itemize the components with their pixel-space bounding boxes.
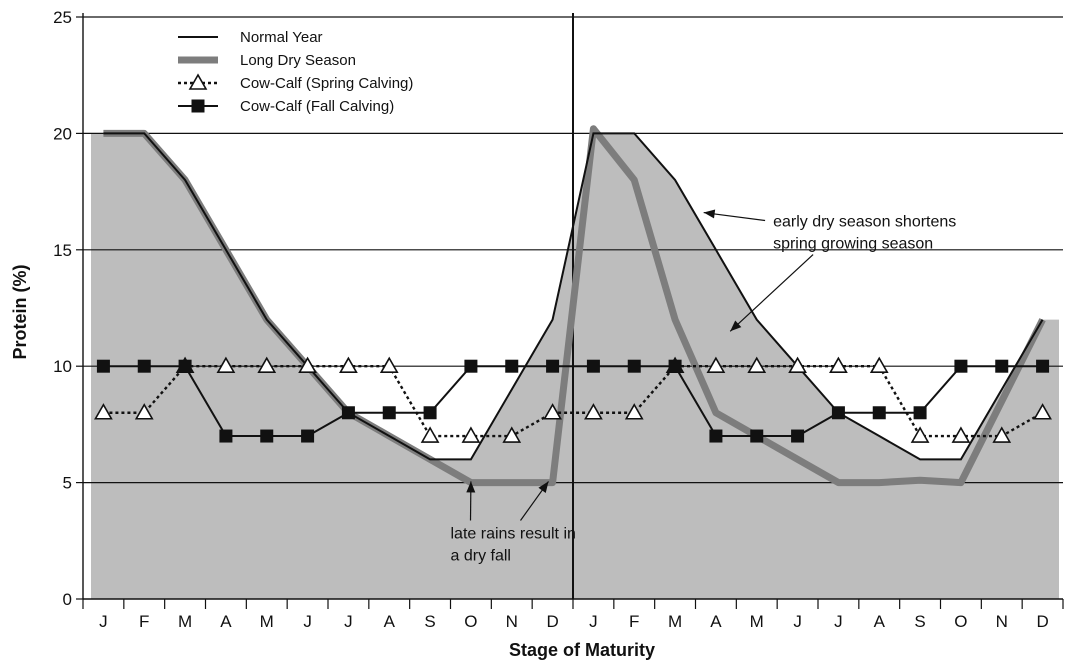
x-tick-label: J bbox=[344, 612, 353, 631]
fall-calving-marker bbox=[914, 406, 927, 419]
fall-calving-marker bbox=[1036, 360, 1049, 373]
annotation-text-line: late rains result in bbox=[451, 525, 576, 542]
x-tick-label: M bbox=[750, 612, 764, 631]
x-tick-label: J bbox=[303, 612, 312, 631]
annotation-arrow-line bbox=[730, 255, 813, 332]
fall-calving-marker bbox=[97, 360, 110, 373]
x-tick-label: D bbox=[1036, 612, 1048, 631]
y-tick-label: 0 bbox=[63, 590, 72, 609]
x-axis-title: Stage of Maturity bbox=[509, 640, 655, 660]
fall-calving-marker bbox=[342, 406, 355, 419]
annotation-arrowhead bbox=[704, 210, 715, 219]
fall-calving-marker bbox=[791, 430, 804, 443]
fall-calving-marker bbox=[464, 360, 477, 373]
fall-calving-marker bbox=[832, 406, 845, 419]
fall-calving-marker bbox=[669, 360, 682, 373]
x-tick-label: O bbox=[954, 612, 967, 631]
x-tick-label: F bbox=[139, 612, 149, 631]
fall-calving-marker bbox=[383, 406, 396, 419]
y-tick-label: 5 bbox=[63, 474, 72, 493]
y-tick-label: 15 bbox=[53, 241, 72, 260]
legend-label: Cow-Calf (Spring Calving) bbox=[240, 75, 413, 92]
fall-calving-marker bbox=[260, 430, 273, 443]
fall-calving-marker bbox=[219, 430, 232, 443]
y-tick-label: 20 bbox=[53, 124, 72, 143]
x-tick-label: A bbox=[220, 612, 232, 631]
y-tick-label: 10 bbox=[53, 357, 72, 376]
fall-calving-marker bbox=[873, 406, 886, 419]
fall-calving-marker bbox=[954, 360, 967, 373]
legend-square-marker bbox=[192, 100, 205, 113]
x-tick-label: F bbox=[629, 612, 639, 631]
annotation-text-line: early dry season shortens bbox=[773, 214, 956, 231]
x-tick-label: N bbox=[506, 612, 518, 631]
x-tick-label: A bbox=[874, 612, 886, 631]
annotation-text-line: spring growing season bbox=[773, 236, 933, 253]
legend-label: Long Dry Season bbox=[240, 52, 356, 69]
legend-label: Cow-Calf (Fall Calving) bbox=[240, 98, 394, 115]
fall-calving-marker bbox=[505, 360, 518, 373]
spring-calving-marker bbox=[422, 428, 438, 442]
fall-calving-marker bbox=[995, 360, 1008, 373]
annotation-text-line: a dry fall bbox=[451, 547, 511, 564]
x-tick-label: D bbox=[546, 612, 558, 631]
fall-calving-marker bbox=[179, 360, 192, 373]
x-tick-label: J bbox=[834, 612, 843, 631]
fall-calving-marker bbox=[301, 430, 314, 443]
fall-calving-marker bbox=[628, 360, 641, 373]
x-tick-label: O bbox=[464, 612, 477, 631]
x-tick-label: S bbox=[424, 612, 435, 631]
x-tick-label: J bbox=[589, 612, 598, 631]
x-tick-label: N bbox=[996, 612, 1008, 631]
y-axis-title: Protein (%) bbox=[10, 264, 30, 359]
x-tick-label: J bbox=[99, 612, 108, 631]
x-tick-label: J bbox=[793, 612, 802, 631]
fall-calving-marker bbox=[709, 430, 722, 443]
fall-calving-marker bbox=[750, 430, 763, 443]
x-tick-label: M bbox=[668, 612, 682, 631]
x-tick-label: M bbox=[260, 612, 274, 631]
x-tick-label: A bbox=[710, 612, 722, 631]
fall-calving-marker bbox=[587, 360, 600, 373]
legend: Normal Year Long Dry Season Cow-Calf (Spri… bbox=[178, 29, 413, 115]
fall-calving-marker bbox=[546, 360, 559, 373]
x-tick-label: A bbox=[384, 612, 396, 631]
fall-calving-marker bbox=[138, 360, 151, 373]
x-tick-label: S bbox=[914, 612, 925, 631]
x-tick-label: M bbox=[178, 612, 192, 631]
fall-calving-marker bbox=[424, 406, 437, 419]
legend-label: Normal Year bbox=[240, 29, 323, 46]
y-tick-label: 25 bbox=[53, 8, 72, 27]
